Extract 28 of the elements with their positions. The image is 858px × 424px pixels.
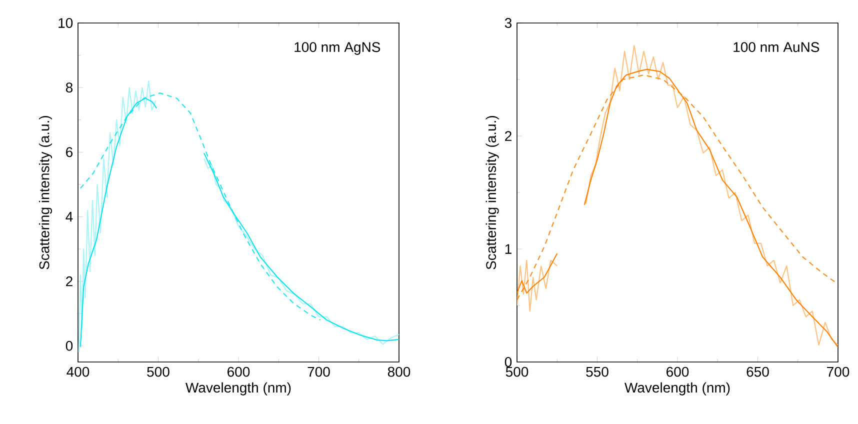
- x-tick-label: 800: [388, 366, 410, 377]
- y-tick-label: 0: [66, 340, 73, 351]
- x-axis-title: Wavelength (nm): [186, 382, 291, 396]
- y-tick-label: 10: [58, 18, 73, 28]
- y-axis-title: Scattering intensity (a.u.): [486, 116, 499, 270]
- x-tick-label: 700: [308, 366, 330, 377]
- y-tick-label: 4: [66, 212, 73, 222]
- y-tick-label: 3: [504, 18, 512, 28]
- x-axis-title: Wavelength (nm): [624, 382, 730, 396]
- y-tick-label: 0: [504, 357, 512, 367]
- line-series: [80, 92, 321, 321]
- annotation: 100 nm AgNS: [294, 42, 380, 55]
- y-tick-label: 2: [66, 276, 72, 286]
- y-axis-title: Scattering intensity (a.u.): [38, 116, 52, 270]
- x-tick-label: 600: [228, 366, 250, 377]
- y-tick-label: 6: [66, 147, 73, 158]
- x-tick-label: 500: [147, 366, 170, 377]
- x-tick-label: 600: [666, 366, 689, 377]
- line-series: [517, 74, 838, 300]
- y-tick-label: 1: [505, 244, 512, 254]
- x-tick-label: 700: [827, 366, 850, 377]
- x-tick-label: 550: [586, 366, 608, 377]
- x-tick-label: 500: [506, 366, 528, 377]
- x-tick-label: 650: [746, 366, 769, 377]
- x-tick-label: 400: [66, 366, 90, 377]
- y-tick-label: 8: [66, 82, 73, 93]
- y-tick-label: 2: [505, 131, 512, 141]
- annotation: 100 nm AuNS: [734, 42, 820, 52]
